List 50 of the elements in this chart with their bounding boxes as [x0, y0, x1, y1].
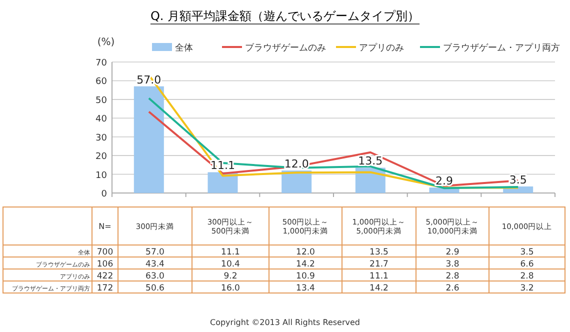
y-tick-label: 60	[96, 77, 108, 88]
text: 106	[96, 260, 114, 270]
data-label: 2.8	[520, 272, 534, 282]
text: N=	[98, 222, 112, 231]
data-label: 50.6	[146, 284, 164, 294]
bar	[282, 170, 312, 193]
text: 172	[96, 284, 114, 294]
y-axis-title: (%)	[97, 37, 115, 48]
data-label: 13.4	[296, 284, 315, 294]
chart-title: Q. 月額平均課金額（遊んでいるゲームタイプ別）	[150, 9, 420, 23]
y-tick-label: 50	[96, 96, 108, 106]
y-tick-label: 40	[96, 114, 108, 125]
legend-label: ブラウザゲームのみ	[245, 42, 326, 54]
data-label: 10.9	[296, 272, 315, 282]
data-label: 14.2	[370, 284, 388, 294]
data-label: 21.7	[370, 260, 388, 270]
data-label: 57.0	[146, 248, 164, 258]
data-label: 2.9	[446, 248, 460, 258]
y-tick-label: 0	[101, 190, 108, 200]
y-tick-label: 30	[96, 133, 108, 144]
y-tick-label: 10	[96, 170, 108, 181]
bar	[208, 172, 238, 193]
text: Copyright ©2013 All Rights Reserved	[210, 318, 360, 327]
data-label: 13.5	[370, 248, 388, 258]
data-label: 3.8	[446, 260, 460, 270]
data-label: 14.2	[296, 260, 315, 270]
data-label: 11.1	[370, 272, 388, 282]
data-label: 63.0	[146, 272, 164, 282]
legend-label: ブラウザゲーム・アプリ両方	[443, 42, 560, 54]
y-tick-label: 70	[96, 58, 108, 68]
data-label: 11.1	[221, 248, 240, 258]
data-label: 6.6	[520, 260, 534, 270]
y-tick-label: 20	[96, 152, 108, 162]
text: 13.5	[358, 154, 383, 168]
text: 422	[96, 272, 114, 282]
data-label: 2.6	[446, 284, 460, 294]
text: 3.5	[509, 173, 527, 186]
legend-label: 全体	[175, 42, 193, 54]
bar	[134, 86, 164, 193]
data-label: 3.5	[520, 248, 534, 258]
data-label: 3.2	[520, 284, 534, 294]
legend-label: アプリのみ	[359, 42, 404, 54]
data-label: 9.2	[224, 272, 238, 282]
data-label: 12.0	[296, 248, 315, 258]
text: 2.9	[436, 174, 453, 188]
data-label: 43.4	[146, 260, 164, 270]
data-label: 16.0	[221, 284, 240, 294]
data-label: 10.4	[221, 260, 240, 270]
text: 700	[96, 248, 114, 258]
data-label: 2.8	[446, 272, 460, 282]
